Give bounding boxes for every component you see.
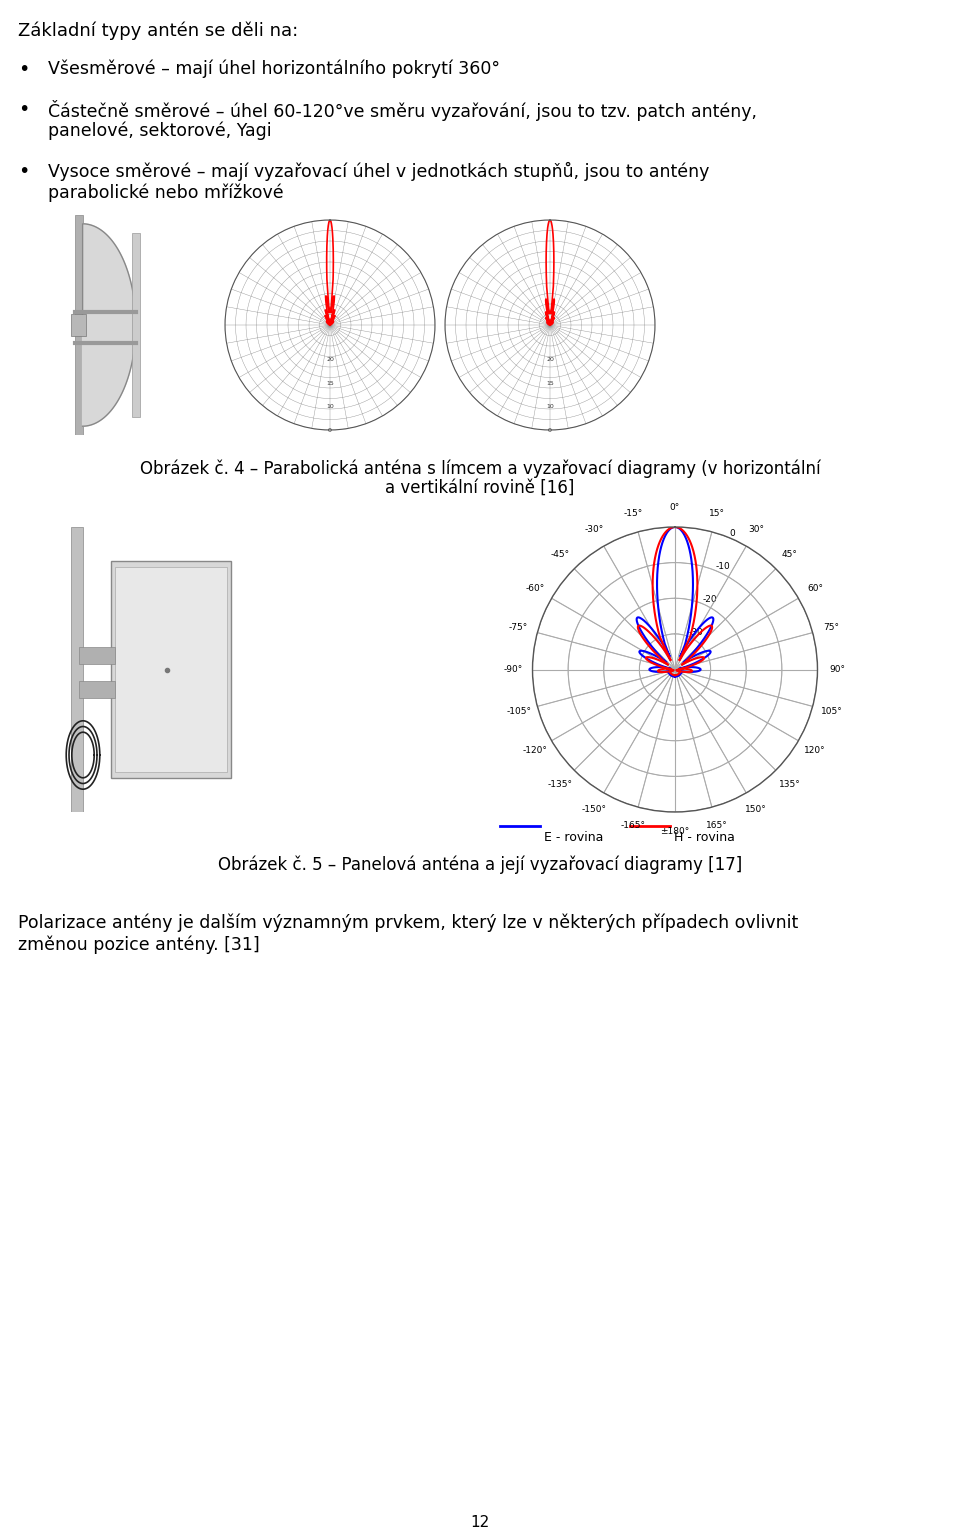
Text: 0: 0 [328,427,332,432]
Text: 15: 15 [546,381,554,386]
Text: Částečně směrové – úhel 60-120°ve směru vyzařování, jsou to tzv. patch antény,: Částečně směrové – úhel 60-120°ve směru … [48,100,757,121]
FancyBboxPatch shape [71,314,86,336]
Text: H - rovina: H - rovina [674,830,734,844]
Text: změnou pozice antény. [31]: změnou pozice antény. [31] [18,936,260,954]
Text: 20: 20 [546,357,554,362]
FancyBboxPatch shape [132,233,139,417]
Text: Polarizace antény je dalším významným prvkem, který lze v některých případech ov: Polarizace antény je dalším významným pr… [18,915,799,933]
Text: 15: 15 [326,381,334,386]
Text: •: • [18,162,30,181]
Polygon shape [83,224,135,426]
FancyBboxPatch shape [115,567,227,772]
Text: 0: 0 [548,427,552,432]
Text: Všesměrové – mají úhel horizontálního pokrytí 360°: Všesměrové – mají úhel horizontálního po… [48,60,500,78]
Text: parabolické nebo mřížkové: parabolické nebo mřížkové [48,184,283,202]
FancyBboxPatch shape [111,561,231,778]
Text: E - rovina: E - rovina [544,830,604,844]
Text: Obrázek č. 5 – Panelová anténa a její vyzařovací diagramy [17]: Obrázek č. 5 – Panelová anténa a její vy… [218,856,742,875]
Text: Vysoce směrové – mají vyzařovací úhel v jednotkách stupňů, jsou to antény: Vysoce směrové – mají vyzařovací úhel v … [48,162,709,181]
Text: a vertikální rovině [16]: a vertikální rovině [16] [385,480,575,496]
Text: 10: 10 [546,404,554,409]
Text: 12: 12 [470,1515,490,1530]
Text: 20: 20 [326,357,334,362]
FancyBboxPatch shape [79,647,115,663]
Text: Základní typy antén se děli na:: Základní typy antén se děli na: [18,21,299,40]
Text: panelové, sektorové, Yagi: panelové, sektorové, Yagi [48,123,272,141]
Text: •: • [18,60,30,80]
Text: •: • [18,100,30,119]
Text: 10: 10 [326,404,334,409]
FancyBboxPatch shape [71,527,83,812]
FancyBboxPatch shape [75,214,83,435]
Text: Obrázek č. 4 – Parabolická anténa s límcem a vyzařovací diagramy (v horizontální: Obrázek č. 4 – Parabolická anténa s límc… [140,460,820,478]
FancyBboxPatch shape [79,680,115,699]
